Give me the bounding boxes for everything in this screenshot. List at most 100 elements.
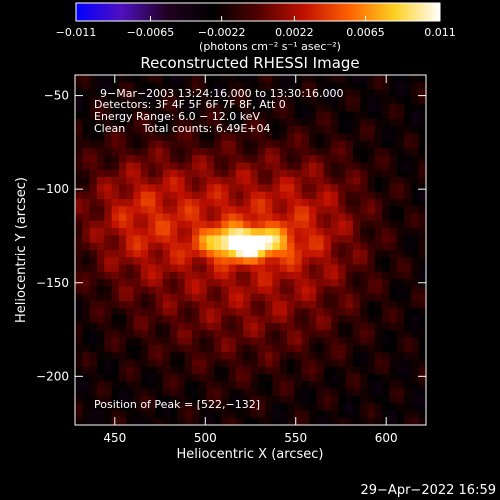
heatmap-cell	[389, 381, 398, 390]
heatmap-cell	[184, 410, 193, 419]
heatmap-cell	[243, 286, 252, 295]
heatmap-cell	[367, 395, 376, 404]
heatmap-cell	[382, 410, 391, 419]
heatmap-cell	[89, 155, 98, 164]
heatmap-cell	[177, 388, 186, 397]
heatmap-cell	[206, 410, 215, 419]
heatmap-cell	[206, 169, 215, 178]
heatmap-cell	[235, 264, 244, 273]
heatmap-cell	[148, 235, 157, 244]
heatmap-cell	[228, 169, 237, 178]
heatmap-cell	[382, 155, 391, 164]
heatmap-cell	[382, 250, 391, 258]
heatmap-cell	[352, 373, 361, 382]
heatmap-cell	[184, 191, 193, 200]
heatmap-cell	[323, 337, 332, 346]
heatmap-cell	[104, 359, 113, 368]
heatmap-cell	[323, 111, 332, 120]
plot-frame	[74, 74, 427, 426]
heatmap-cell	[213, 162, 222, 171]
heatmap-cell	[404, 381, 412, 390]
heatmap-cell	[177, 271, 186, 280]
heatmap-cell	[221, 206, 230, 215]
heatmap-cell	[75, 147, 83, 156]
heatmap-cell	[287, 75, 295, 83]
heatmap-cell	[272, 250, 281, 258]
heatmap-cell	[323, 395, 332, 404]
heatmap-cell	[228, 89, 237, 98]
heatmap-cell	[82, 82, 91, 91]
heatmap-cell	[301, 162, 310, 171]
heatmap-cell	[294, 184, 303, 193]
heatmap-cell	[82, 403, 91, 412]
heatmap-cell	[404, 198, 412, 207]
heatmap-cell	[301, 395, 310, 404]
heatmap-cell	[257, 126, 266, 134]
heatmap-cell	[345, 279, 354, 288]
heatmap-cell	[148, 111, 157, 120]
heatmap-cell	[250, 184, 259, 193]
heatmap-cell	[170, 191, 178, 200]
heatmap-cell	[177, 410, 186, 419]
heatmap-cell	[235, 410, 244, 419]
heatmap-cell	[126, 104, 135, 113]
heatmap-cell	[396, 169, 405, 178]
heatmap-cell	[192, 126, 200, 134]
heatmap-cell	[140, 75, 149, 83]
heatmap-cell	[374, 96, 383, 105]
heatmap-cell	[104, 322, 113, 331]
heatmap-cell	[155, 315, 164, 324]
heatmap-cell	[265, 403, 274, 412]
heatmap-cell	[104, 381, 113, 390]
heatmap-cell	[82, 410, 91, 419]
heatmap-cell	[104, 140, 113, 149]
heatmap-cell	[345, 403, 354, 412]
heatmap-cell	[213, 352, 222, 360]
heatmap-cell	[404, 162, 412, 171]
heatmap-cell	[287, 191, 295, 200]
heatmap-cell	[199, 373, 208, 382]
heatmap-cell	[82, 104, 91, 113]
heatmap-cell	[257, 330, 266, 339]
heatmap-cell	[330, 293, 339, 302]
heatmap-cell	[177, 198, 186, 207]
heatmap-cell	[279, 75, 288, 83]
heatmap-cell	[199, 410, 208, 419]
heatmap-cell	[301, 264, 310, 273]
heatmap-cell	[257, 381, 266, 390]
heatmap-cell	[111, 82, 120, 91]
heatmap-cell	[367, 330, 376, 339]
heatmap-cell	[279, 126, 288, 134]
heatmap-cell	[192, 242, 200, 251]
heatmap-cell	[82, 111, 91, 120]
heatmap-cell	[374, 330, 383, 339]
heatmap-cell	[411, 206, 420, 215]
heatmap-cell	[243, 184, 252, 193]
heatmap-cell	[133, 279, 142, 288]
heatmap-cell	[250, 126, 259, 134]
heatmap-cell	[323, 104, 332, 113]
heatmap-cell	[294, 381, 303, 390]
heatmap-cell	[111, 213, 120, 222]
heatmap-cell	[272, 315, 281, 324]
heatmap-cell	[155, 162, 164, 171]
heatmap-cell	[257, 322, 266, 331]
heatmap-cell	[360, 104, 369, 113]
heatmap-cell	[367, 206, 376, 215]
heatmap-cell	[338, 111, 347, 120]
heatmap-cell	[199, 75, 208, 83]
heatmap-cell	[272, 373, 281, 382]
heatmap-cell	[294, 410, 303, 419]
heatmap-cell	[309, 366, 317, 375]
heatmap-cell	[170, 228, 178, 237]
heatmap-cell	[184, 308, 193, 317]
heatmap-cell	[228, 75, 237, 83]
heatmap-cell	[221, 373, 230, 382]
heatmap-cell	[184, 111, 193, 120]
heatmap-cell	[272, 235, 281, 244]
heatmap-cell	[155, 352, 164, 360]
heatmap-cell	[396, 177, 405, 185]
heatmap-cell	[411, 162, 420, 171]
heatmap-cell	[330, 250, 339, 258]
heatmap-cell	[140, 250, 149, 258]
